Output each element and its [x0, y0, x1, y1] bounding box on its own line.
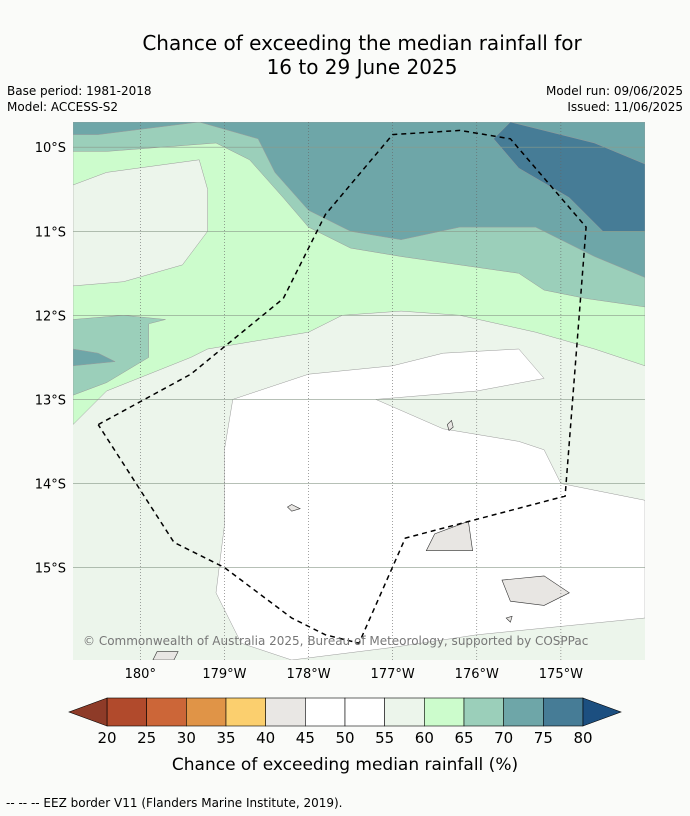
- y-tick-label: 15°S: [35, 562, 66, 577]
- colorbar-tick-label: 20: [97, 729, 116, 747]
- issued-text: Issued: 11/06/2025: [567, 100, 683, 114]
- colorbar-segment: [543, 697, 584, 727]
- colorbar-tick-label: 45: [296, 729, 315, 747]
- colorbar-tick-label: 70: [494, 729, 513, 747]
- colorbar-segment: [305, 697, 346, 727]
- colorbar-segment: [503, 697, 544, 727]
- y-tick-label: 13°S: [35, 393, 66, 408]
- colorbar-segment: [384, 697, 425, 727]
- region-70-75: [73, 348, 116, 367]
- chart-title-line-1: Chance of exceeding the median rainfall …: [142, 31, 582, 55]
- x-tick-label: 177°W: [371, 667, 415, 682]
- y-axis-ticks: 10°S 11°S 12°S 13°S 14°S 15°S: [35, 141, 66, 576]
- base-period-text: Base period: 1981-2018: [7, 84, 152, 98]
- y-tick-label: 12°S: [35, 309, 66, 324]
- colorbar-segment: [106, 697, 147, 727]
- y-tick-label: 10°S: [35, 141, 66, 156]
- x-tick-label: 178°W: [286, 667, 330, 682]
- model-text: Model: ACCESS-S2: [7, 100, 119, 114]
- land-island-3: [425, 520, 473, 552]
- colorbar-tick-label: 75: [534, 729, 553, 747]
- land-island-6: [152, 651, 179, 660]
- graticule: [73, 122, 645, 660]
- land-island-1: [446, 419, 454, 432]
- land-areas: [152, 419, 570, 660]
- colorbar-tick-label: 80: [573, 729, 592, 747]
- copyright-text: © Commonwealth of Australia 2025, Bureau…: [83, 634, 588, 648]
- x-axis-ticks: 180° 179°W 178°W 177°W 176°W 175°W: [125, 667, 583, 682]
- y-tick-label: 11°S: [35, 225, 66, 240]
- colorbar-tick-label: 60: [415, 729, 434, 747]
- region-65-70: [73, 315, 166, 396]
- colorbar-tick-label: 55: [375, 729, 394, 747]
- x-tick-label: 176°W: [455, 667, 499, 682]
- x-tick-label: 180°: [125, 667, 156, 682]
- chart-title: Chance of exceeding the median rainfall …: [0, 31, 690, 79]
- probability-regions: [73, 122, 645, 660]
- colorbar-segment: [265, 697, 306, 727]
- eez-border-line: [97, 129, 587, 645]
- colorbar-tick-label: 50: [335, 729, 354, 747]
- chart-title-line-2: 16 to 29 June 2025: [266, 55, 458, 79]
- colorbar-segment: [424, 697, 465, 727]
- colorbar-over-arrow: [582, 697, 622, 727]
- y-tick-label: 14°S: [35, 477, 66, 492]
- land-island-2: [287, 504, 301, 512]
- colorbar-tick-label: 35: [216, 729, 235, 747]
- eez-footer-note: -- -- -- EEZ border V11 (Flanders Marine…: [6, 796, 343, 810]
- model-run-text: Model run: 09/06/2025: [545, 84, 683, 98]
- meta-left: Base period: 1981-2018 Model: ACCESS-S2: [7, 83, 152, 115]
- colorbar-segment: [344, 697, 385, 727]
- colorbar-tick-label: 40: [256, 729, 275, 747]
- x-tick-label: 179°W: [202, 667, 246, 682]
- colorbar-tick-label: 30: [177, 729, 196, 747]
- colorbar-segment: [225, 697, 266, 727]
- colorbar-segment: [463, 697, 504, 727]
- colorbar-label: Chance of exceeding median rainfall (%): [172, 755, 518, 775]
- colorbar-tick-label: 25: [137, 729, 156, 747]
- meta-right: Model run: 09/06/2025 Issued: 11/06/2025: [546, 83, 683, 115]
- colorbar: 20 25 30 35 40 45 50 55 60 65 70 75 80: [68, 697, 622, 747]
- x-tick-label: 175°W: [539, 667, 583, 682]
- colorbar-tick-label: 65: [454, 729, 473, 747]
- colorbar-segment: [146, 697, 187, 727]
- land-island-4: [501, 575, 570, 606]
- land-island-5: [505, 615, 513, 623]
- colorbar-segment: [186, 697, 227, 727]
- colorbar-under-arrow: [68, 697, 108, 727]
